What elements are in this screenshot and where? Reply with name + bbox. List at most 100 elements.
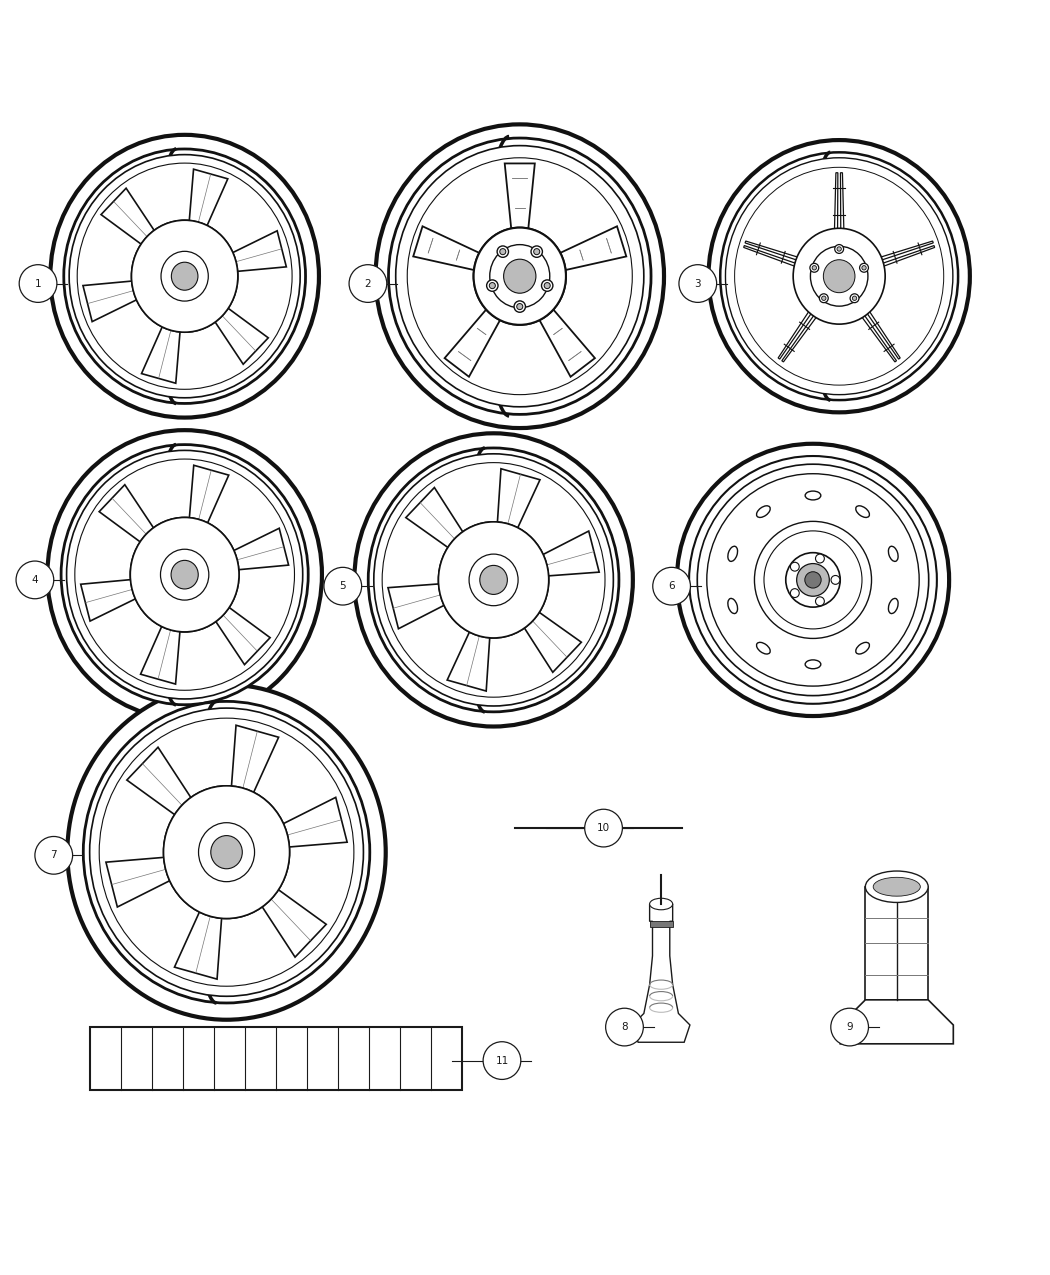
Ellipse shape <box>131 221 238 333</box>
Ellipse shape <box>66 450 302 699</box>
Ellipse shape <box>726 158 952 395</box>
Ellipse shape <box>75 459 294 690</box>
Ellipse shape <box>144 260 149 266</box>
Ellipse shape <box>474 228 566 325</box>
Ellipse shape <box>512 609 523 621</box>
Circle shape <box>16 561 54 599</box>
Ellipse shape <box>180 230 190 240</box>
Text: 1: 1 <box>35 278 41 288</box>
Ellipse shape <box>193 886 205 899</box>
Ellipse shape <box>178 834 185 840</box>
Ellipse shape <box>164 785 290 918</box>
Text: 5: 5 <box>339 581 347 592</box>
Ellipse shape <box>804 571 821 588</box>
Ellipse shape <box>89 708 363 996</box>
Ellipse shape <box>831 575 840 584</box>
Ellipse shape <box>466 612 472 618</box>
Text: 2: 2 <box>364 278 372 288</box>
Polygon shape <box>873 241 933 263</box>
Ellipse shape <box>489 283 496 288</box>
Circle shape <box>349 265 386 302</box>
Ellipse shape <box>477 562 510 598</box>
Ellipse shape <box>266 831 277 843</box>
Polygon shape <box>202 592 270 664</box>
Polygon shape <box>746 241 806 263</box>
Polygon shape <box>558 226 626 270</box>
Ellipse shape <box>161 251 208 301</box>
Ellipse shape <box>83 701 370 1003</box>
Circle shape <box>585 810 623 847</box>
Ellipse shape <box>204 604 214 615</box>
Ellipse shape <box>61 445 309 705</box>
Polygon shape <box>229 725 278 821</box>
Ellipse shape <box>469 555 518 606</box>
Text: 7: 7 <box>50 850 57 861</box>
Ellipse shape <box>728 546 737 561</box>
Ellipse shape <box>514 301 525 312</box>
Ellipse shape <box>709 140 970 412</box>
Ellipse shape <box>530 564 536 569</box>
Ellipse shape <box>835 245 843 254</box>
Ellipse shape <box>198 822 254 882</box>
Circle shape <box>653 567 691 606</box>
Polygon shape <box>835 172 838 238</box>
Polygon shape <box>187 465 229 547</box>
Ellipse shape <box>811 246 868 306</box>
Ellipse shape <box>217 258 228 268</box>
Circle shape <box>679 265 717 302</box>
Ellipse shape <box>171 263 198 291</box>
Ellipse shape <box>195 889 202 895</box>
Ellipse shape <box>219 260 226 266</box>
Ellipse shape <box>504 259 536 293</box>
Ellipse shape <box>707 474 919 686</box>
Ellipse shape <box>497 246 508 258</box>
Ellipse shape <box>810 264 819 273</box>
Ellipse shape <box>449 561 460 571</box>
Ellipse shape <box>764 530 862 629</box>
Ellipse shape <box>516 612 521 618</box>
Ellipse shape <box>812 265 817 270</box>
Ellipse shape <box>175 831 188 843</box>
Ellipse shape <box>164 785 290 918</box>
Ellipse shape <box>791 589 799 598</box>
Polygon shape <box>862 303 900 360</box>
Ellipse shape <box>677 444 949 717</box>
Ellipse shape <box>837 247 841 251</box>
Polygon shape <box>782 309 821 362</box>
Polygon shape <box>632 904 690 1042</box>
Ellipse shape <box>757 643 771 654</box>
Ellipse shape <box>161 251 208 301</box>
Polygon shape <box>520 532 600 578</box>
Ellipse shape <box>542 280 553 291</box>
Ellipse shape <box>203 305 213 315</box>
Ellipse shape <box>155 604 166 615</box>
Ellipse shape <box>269 834 275 840</box>
Ellipse shape <box>143 558 149 564</box>
Polygon shape <box>211 528 289 572</box>
Ellipse shape <box>464 609 475 621</box>
Ellipse shape <box>161 550 209 601</box>
Ellipse shape <box>489 245 550 307</box>
Ellipse shape <box>728 598 737 613</box>
Ellipse shape <box>156 305 166 315</box>
Polygon shape <box>857 309 897 362</box>
Ellipse shape <box>142 258 152 268</box>
Polygon shape <box>778 303 816 360</box>
Ellipse shape <box>821 296 826 301</box>
Ellipse shape <box>533 249 540 255</box>
Polygon shape <box>505 163 534 232</box>
Ellipse shape <box>382 463 605 697</box>
Ellipse shape <box>874 877 921 896</box>
Ellipse shape <box>369 448 618 711</box>
Ellipse shape <box>544 283 550 288</box>
Polygon shape <box>538 307 595 377</box>
Polygon shape <box>187 170 228 250</box>
Ellipse shape <box>469 555 518 606</box>
Polygon shape <box>83 279 160 321</box>
Polygon shape <box>510 597 582 672</box>
Ellipse shape <box>131 221 238 333</box>
Polygon shape <box>81 578 159 621</box>
Ellipse shape <box>439 521 549 638</box>
Ellipse shape <box>816 597 824 606</box>
Polygon shape <box>875 246 934 269</box>
